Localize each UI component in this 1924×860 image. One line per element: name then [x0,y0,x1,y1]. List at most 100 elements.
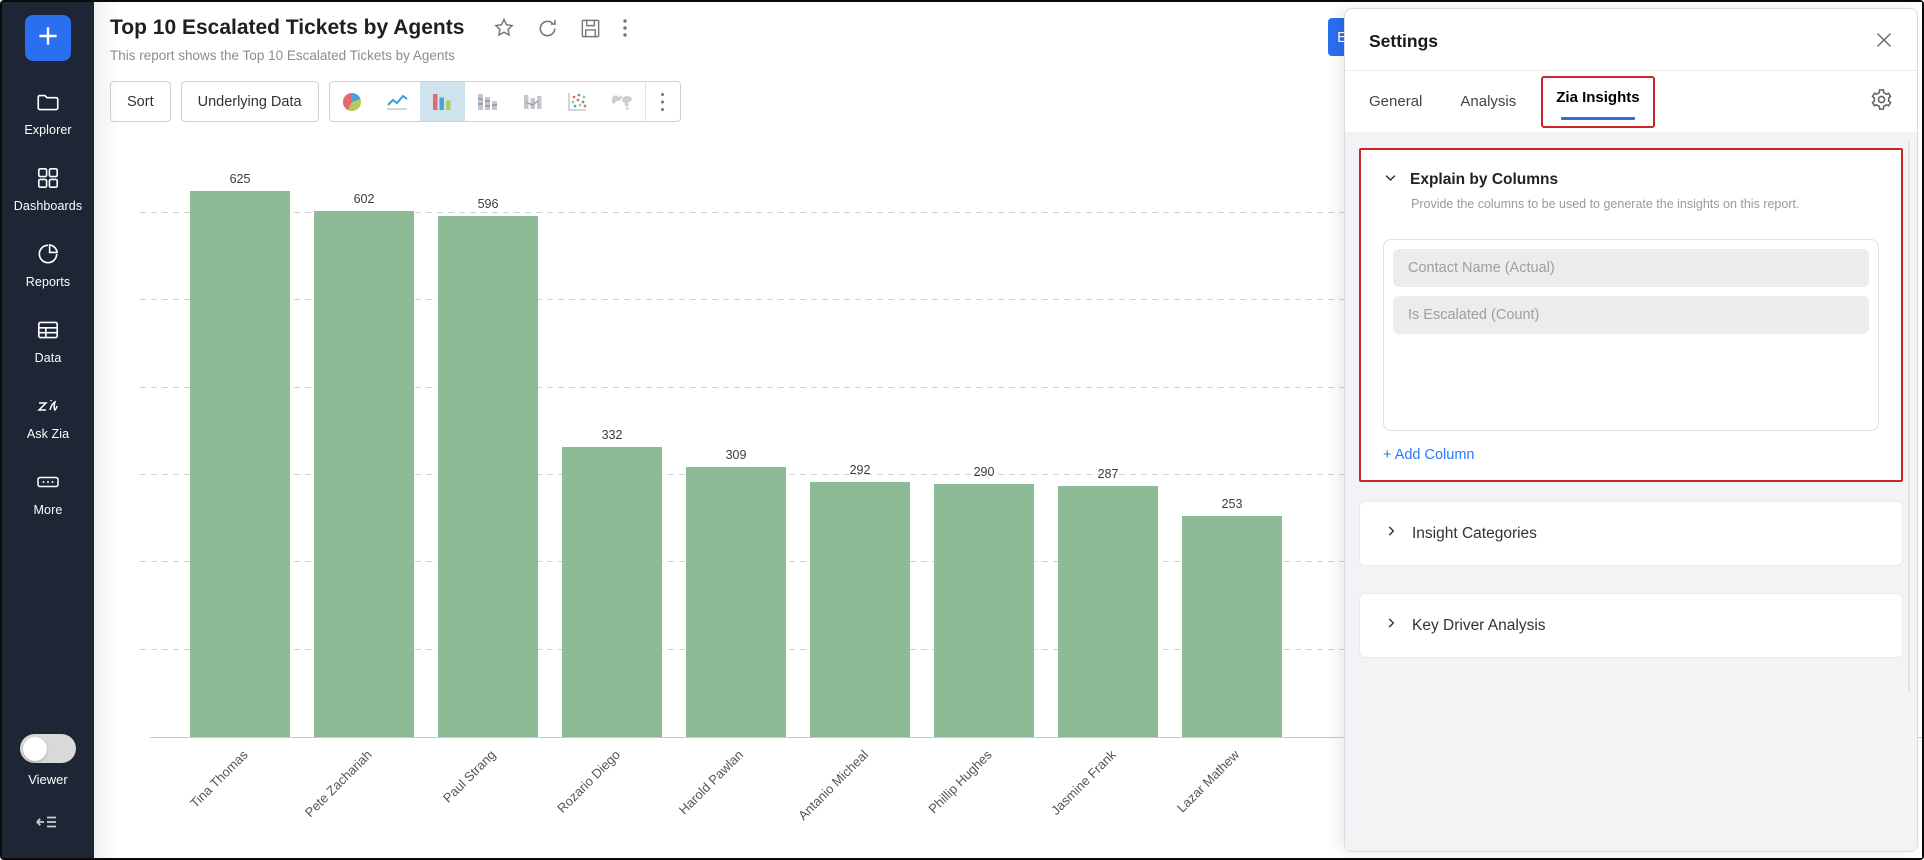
scrollbar-track[interactable] [1908,142,1910,691]
explain-section-title: Explain by Columns [1410,171,1559,188]
active-tab-underline [1560,116,1635,120]
bar-value-label: 292 [849,462,871,477]
more-options-kebab-icon[interactable] [622,16,628,40]
explain-by-columns-section: Explain by Columns Provide the columns t… [1359,148,1903,483]
sidebar-item-label: More [33,503,63,517]
bar-column: 332 Rozario Diego [554,427,662,816]
x-axis-label: Tina Thomas [186,747,251,811]
bar[interactable] [562,446,662,737]
bar-value-label: 602 [353,191,375,206]
sidebar-item-ask-zia[interactable]: Ask Zia [27,392,69,441]
pie-chart-icon[interactable] [330,82,375,121]
explain-section-header[interactable]: Explain by Columns [1383,170,1879,190]
bar-column: 253 Lazar Mathew [1174,496,1282,815]
sidebar-item-label: Data [34,351,62,365]
insight-categories-title: Insight Categories [1412,524,1537,542]
sort-button[interactable]: Sort [110,81,171,122]
tab-analysis[interactable]: Analysis [1460,93,1517,110]
favorite-star-icon[interactable] [492,16,516,40]
bar-column: 292 Antanio Micheal [795,462,910,823]
toolbar-separator [644,82,646,121]
gridline [140,473,1922,475]
chart-more-kebab-icon[interactable] [646,82,680,121]
bar-chart-icon[interactable] [419,82,465,121]
sidebar-item-data[interactable]: Data [35,316,62,365]
viewer-toggle[interactable] [20,734,76,763]
x-axis-label: Pete Zachariah [301,747,375,820]
settings-title: Settings [1369,31,1439,51]
bar-value-label: 290 [973,464,995,479]
sidebar-item-label: Ask Zia [26,427,70,441]
more-icon [34,468,62,496]
chevron-right-icon [1384,524,1398,543]
sidebar-item-explorer[interactable]: Explorer [24,88,72,137]
tab-zia-insights[interactable]: Zia Insights [1556,88,1640,106]
bar-value-label: 309 [725,448,747,462]
sidebar-item-label: Dashboards [13,199,83,213]
bar-column: 290 Phillip Hughes [925,464,1034,816]
underlying-data-button[interactable]: Underlying Data [180,81,319,122]
save-icon[interactable] [579,17,602,40]
scatter-chart-icon[interactable] [555,82,600,121]
gridline [140,299,1922,301]
tab-general[interactable]: General [1369,93,1423,110]
column-chip[interactable]: Is Escalated (Count) [1393,296,1869,335]
refresh-icon[interactable] [536,17,559,40]
bar-value-label: 332 [601,427,623,442]
settings-header: Settings [1345,9,1917,70]
bar-value-label: 287 [1097,467,1119,482]
create-new-button[interactable] [25,15,71,61]
add-column-link[interactable]: + Add Column [1383,447,1475,464]
column-chip[interactable]: Contact Name (Actual) [1393,249,1869,288]
x-axis-label: Antanio Micheal [794,747,871,824]
sidebar-item-reports[interactable]: Reports [26,240,70,289]
stacked-bar-chart-icon[interactable] [465,82,510,121]
bar-value-label: 596 [477,197,499,212]
data-icon [35,316,61,344]
bar-column: 625 Tina Thomas [187,171,290,811]
bar-value-label: 253 [1221,496,1243,511]
gridline [140,386,1922,388]
combo-bar-chart-icon[interactable] [510,82,555,121]
bar-column: 309 Harold Pawlan [676,448,786,817]
bar-plot: 625 Tina Thomas 602 Pete Zachariah 596 Paul S… [140,170,1922,823]
bar[interactable] [438,216,538,737]
sidebar-item-dashboards[interactable]: Dashboards [14,164,82,213]
map-chart-icon[interactable] [600,82,645,121]
bar[interactable] [190,190,290,737]
chart-type-switcher [328,81,681,122]
plus-icon [35,23,61,54]
settings-panel: Settings General Analysis Zia Insights E… [1344,8,1918,852]
close-icon[interactable] [1873,29,1895,56]
sidebar: Explorer Dashboards Reports Data Ask Zia… [2,2,94,858]
explain-columns-box: Contact Name (Actual) Is Escalated (Coun… [1383,239,1879,432]
toolbar: Sort Underlying Data [110,81,1922,122]
collapse-sidebar-icon[interactable] [33,809,63,840]
x-axis-label: Lazar Mathew [1174,747,1243,816]
ask-zia-icon [34,392,62,420]
line-chart-icon[interactable] [375,82,420,121]
sidebar-item-more[interactable]: More [34,468,63,517]
gear-icon[interactable] [1870,88,1893,115]
bar[interactable] [1182,515,1282,737]
key-driver-analysis-section[interactable]: Key Driver Analysis [1359,593,1903,659]
left-shadow [94,2,120,858]
bars: 625 Tina Thomas 602 Pete Zachariah 596 Paul S… [187,171,1282,823]
bar-column: 287 Jasmine Frank [1048,467,1158,818]
x-axis-label: Paul Strang [439,747,499,806]
bar[interactable] [686,467,786,737]
bar-column: 596 Paul Strang [438,197,538,806]
bar[interactable] [314,210,414,737]
viewer-label: Viewer [28,772,68,787]
viewer-section: Viewer [20,734,76,858]
insight-categories-section[interactable]: Insight Categories [1359,501,1903,567]
zia-insights-highlight-box: Zia Insights [1541,75,1655,128]
sidebar-item-label: Reports [25,275,71,289]
bar[interactable] [1058,486,1158,737]
x-axis-label: Phillip Hughes [925,747,995,817]
bar-value-label: 625 [229,171,251,186]
bar[interactable] [934,483,1034,737]
bar[interactable] [810,481,910,737]
dashboards-icon [35,164,61,192]
report-subtitle: This report shows the Top 10 Escalated T… [110,48,455,63]
